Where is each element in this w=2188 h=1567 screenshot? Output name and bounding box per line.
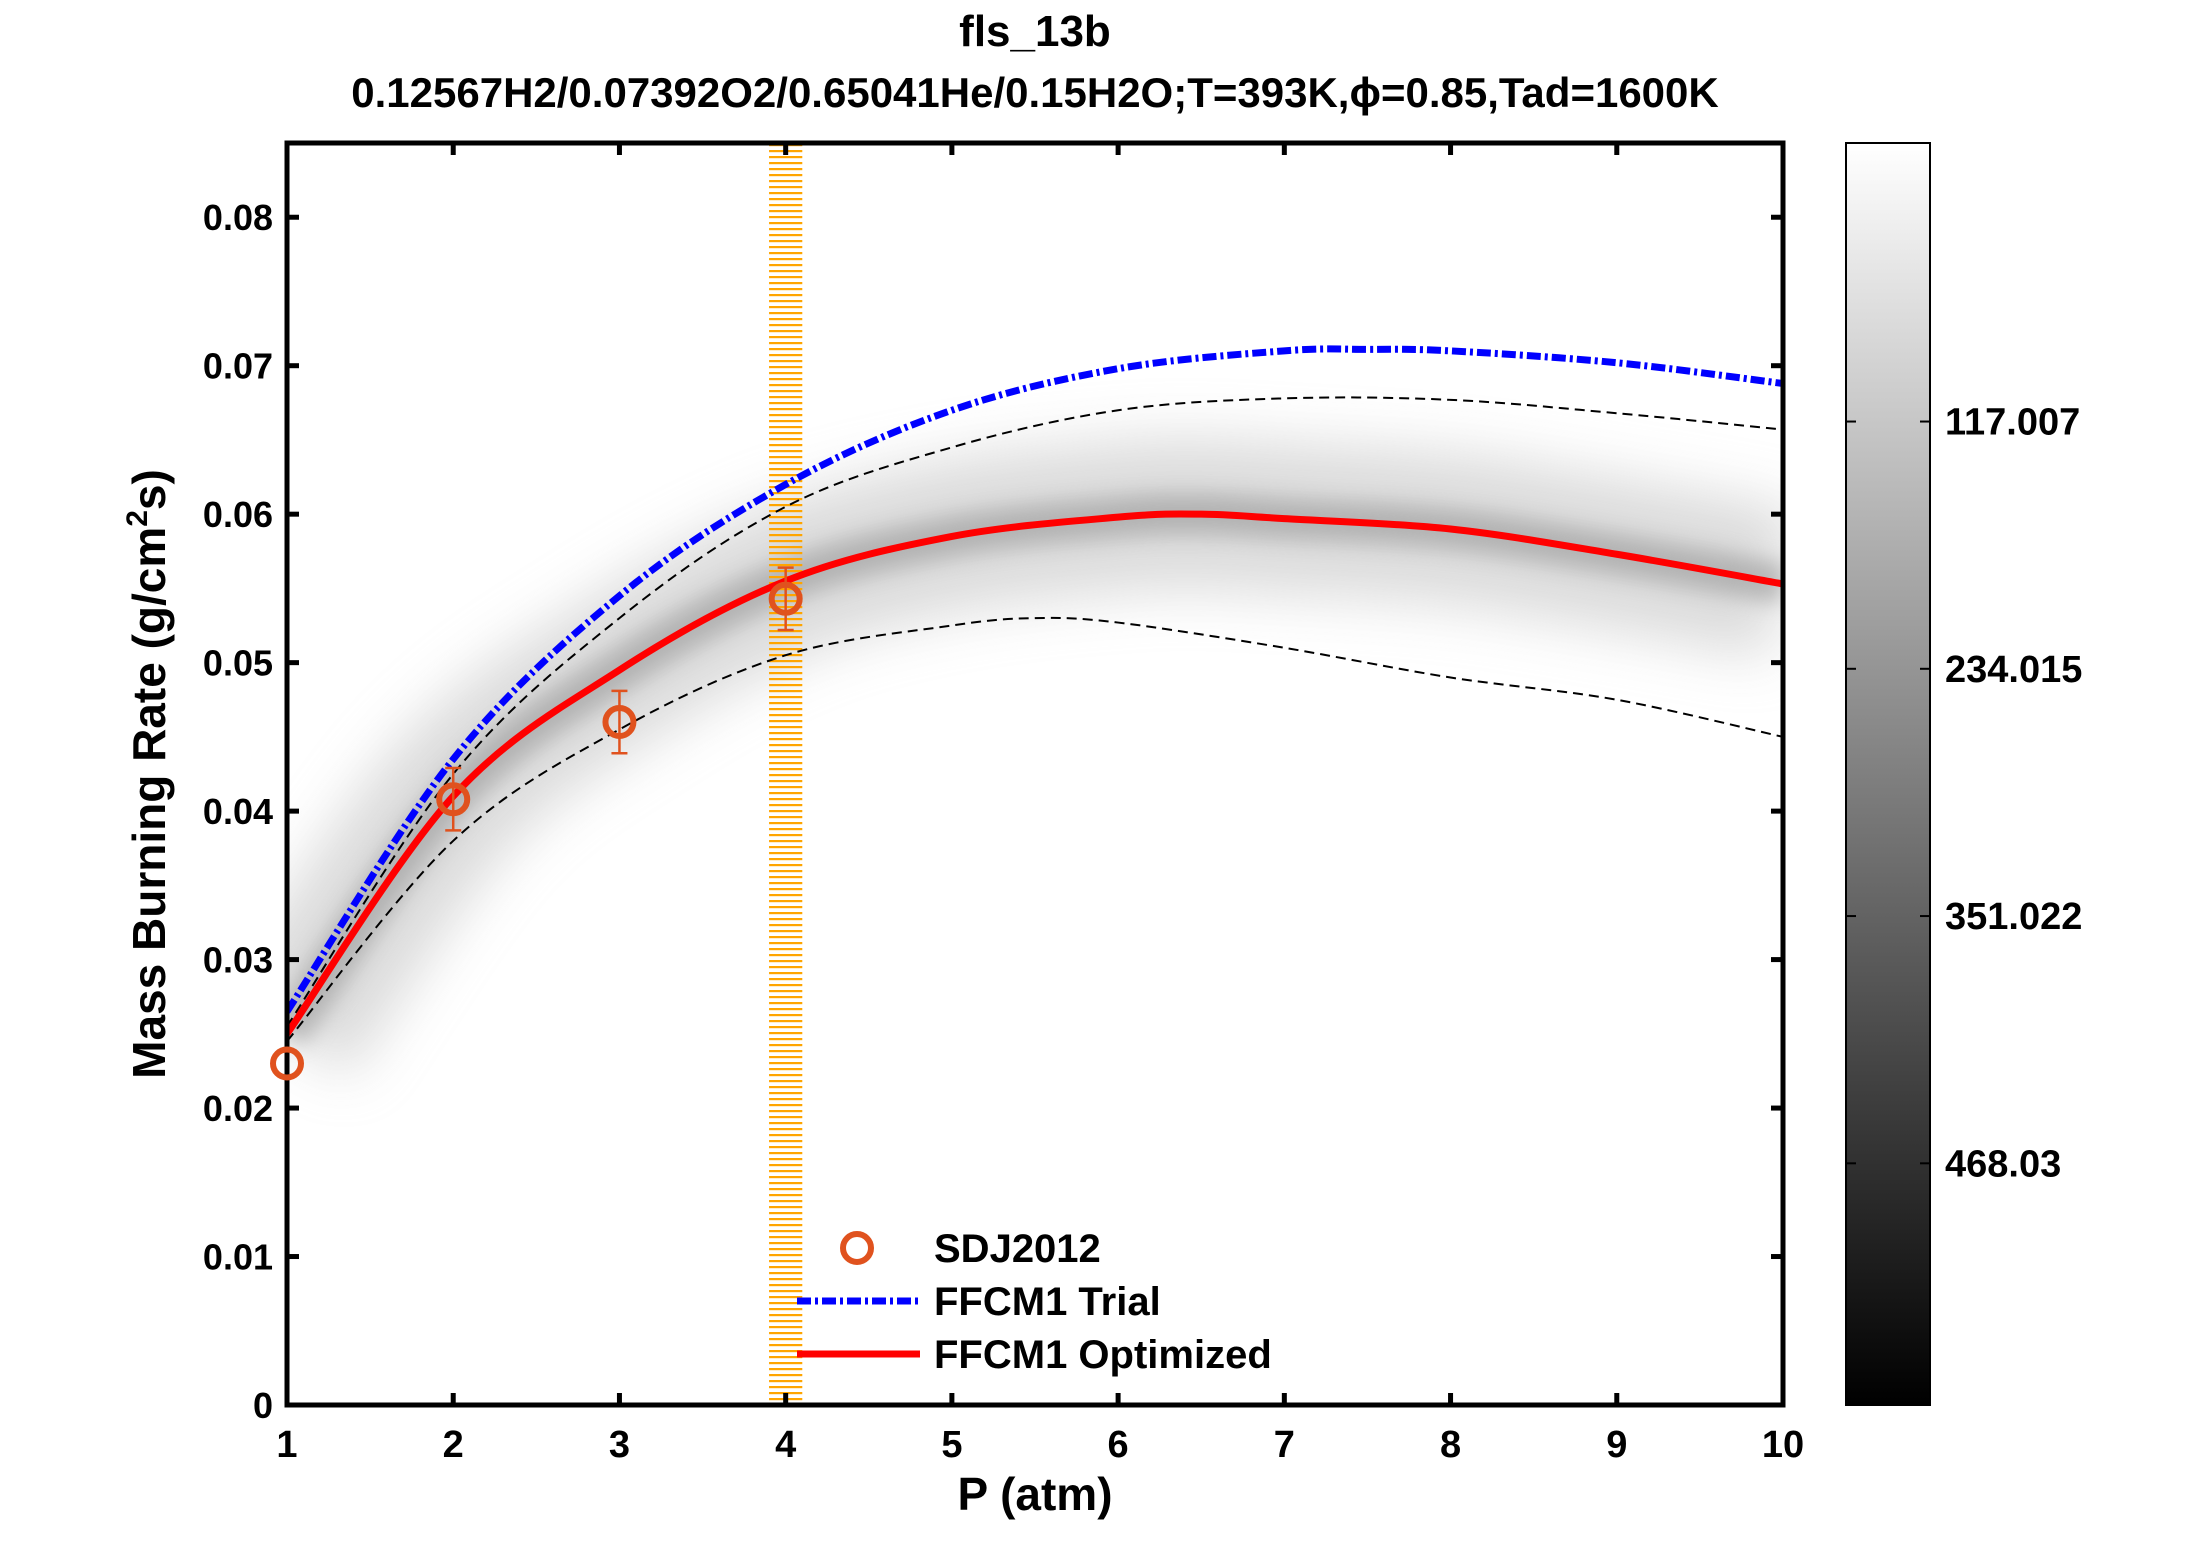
y-tick-label: 0.03 xyxy=(203,940,273,981)
x-tick-label: 3 xyxy=(609,1424,630,1466)
y-tick-label: 0 xyxy=(253,1385,273,1426)
series-line-ffcm1-optimized xyxy=(287,510,1783,1036)
legend-label: FFCM1 Trial xyxy=(934,1280,1161,1324)
data-point-sdj2012 xyxy=(602,705,637,740)
highlight-band xyxy=(769,143,803,1405)
upper-bound-line xyxy=(287,396,1783,1027)
y-tick-label: 0.05 xyxy=(203,643,273,684)
x-tick-label: 7 xyxy=(1274,1424,1295,1466)
y-tick-label: 0.01 xyxy=(203,1237,273,1278)
axes-box xyxy=(284,140,1786,1408)
x-tick-label: 8 xyxy=(1440,1424,1461,1466)
x-tick-label: 10 xyxy=(1762,1424,1804,1466)
y-axis-label: Mass Burning Rate (g/cm2s) xyxy=(121,469,175,1079)
legend: SDJ2012 FFCM1 Trial FFCM1 Optimized xyxy=(797,1227,1272,1377)
colorbar-gradient xyxy=(1845,142,1931,1406)
colorbar-tick-label: 117.007 xyxy=(1945,402,2080,444)
data-point-sdj2012 xyxy=(270,1046,304,1081)
axes: 1 2 3 4 5 6 7 8 9 10 0 0.01 0.02 0.03 0.04 0.05 0.06 0.07… xyxy=(203,140,1804,1466)
data-points xyxy=(270,581,803,1081)
y-tick-label: 0.04 xyxy=(203,791,273,832)
x-tick-label: 6 xyxy=(1108,1424,1129,1466)
y-tick-label: 0.06 xyxy=(203,494,273,535)
colorbar: 117.007 234.015 351.022 468.03 xyxy=(1845,142,2082,1406)
data-point-sdj2012 xyxy=(768,581,803,616)
x-tick-label: 9 xyxy=(1606,1424,1627,1466)
colorbar-tick-label: 351.022 xyxy=(1945,896,2082,938)
data-point-sdj2012 xyxy=(436,782,471,817)
plot-area xyxy=(287,143,1783,1405)
chart-subtitle: 0.12567H2/0.07392O2/0.65041He/0.15H2O;T=… xyxy=(351,69,1718,116)
y-tick-label: 0.02 xyxy=(203,1088,273,1129)
error-bar xyxy=(611,689,628,755)
x-tick-label: 5 xyxy=(941,1424,962,1466)
error-bar xyxy=(445,766,462,832)
y-tick-label: 0.08 xyxy=(203,197,273,238)
legend-item: FFCM1 Optimized xyxy=(797,1333,1272,1377)
legend-item: FFCM1 Trial xyxy=(797,1280,1161,1324)
x-tick-label: 2 xyxy=(443,1424,464,1466)
lower-bound-line xyxy=(287,616,1783,1042)
colorbar-tick-label: 234.015 xyxy=(1945,649,2082,691)
legend-item: SDJ2012 xyxy=(840,1227,1101,1271)
y-tick-label: 0.07 xyxy=(203,346,273,387)
x-axis-label: P (atm) xyxy=(957,1468,1112,1520)
series-line-ffcm1-trial xyxy=(287,345,1783,1014)
legend-label: SDJ2012 xyxy=(934,1227,1101,1271)
x-tick-label: 4 xyxy=(775,1424,796,1466)
chart-title: fls_13b xyxy=(959,7,1111,56)
x-tick-label: 1 xyxy=(276,1424,297,1466)
legend-label: FFCM1 Optimized xyxy=(934,1333,1272,1377)
uncertainty-shading xyxy=(287,439,1783,1077)
error-bar xyxy=(777,566,794,632)
legend-marker-circle xyxy=(840,1231,874,1265)
colorbar-tick-label: 468.03 xyxy=(1945,1143,2061,1185)
